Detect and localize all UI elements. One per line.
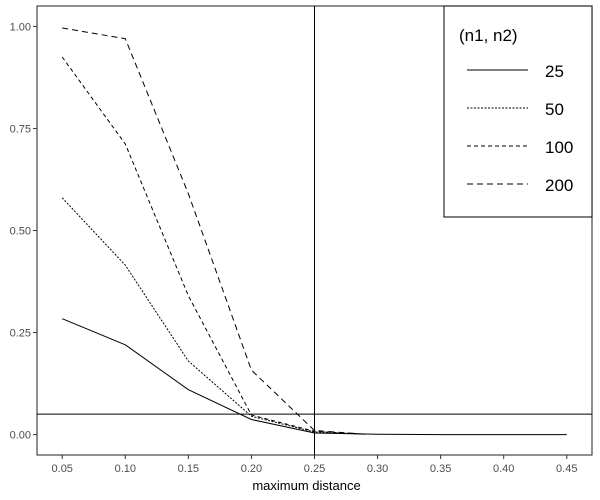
x-tick-label: 0.20 bbox=[241, 463, 262, 475]
x-axis-title: maximum distance bbox=[252, 478, 360, 493]
legend-label-50: 50 bbox=[545, 100, 564, 119]
legend-label-25: 25 bbox=[545, 62, 564, 81]
x-tick-label: 0.10 bbox=[115, 463, 136, 475]
series-line-25 bbox=[62, 318, 567, 436]
series-line-100 bbox=[61, 56, 366, 435]
series-line-200 bbox=[62, 27, 366, 435]
y-tick-label: 0.00 bbox=[10, 430, 31, 442]
x-axis: 0.05 0.10 0.15 0.20 0.25 0.30 0.35 0.40 0.45 bbox=[52, 455, 577, 475]
y-axis: 0.00 0.25 0.50 0.75 1.00 bbox=[10, 21, 37, 442]
x-tick-label: 0.05 bbox=[52, 463, 73, 475]
y-tick-label: 1.00 bbox=[10, 21, 31, 33]
x-tick-label: 0.30 bbox=[367, 463, 388, 475]
x-tick-label: 0.35 bbox=[430, 463, 451, 475]
legend-title: (n1, n2) bbox=[459, 26, 518, 45]
legend: (n1, n2) 25 50 100 200 bbox=[443, 5, 593, 218]
y-tick-label: 0.50 bbox=[10, 226, 31, 238]
x-tick-label: 0.25 bbox=[304, 463, 325, 475]
series-lines bbox=[61, 27, 567, 436]
reference-lines bbox=[37, 6, 592, 455]
y-tick-label: 0.25 bbox=[10, 328, 31, 340]
legend-items: 25 50 100 200 bbox=[467, 62, 573, 195]
y-tick-label: 0.75 bbox=[10, 123, 31, 135]
legend-label-200: 200 bbox=[545, 176, 573, 195]
x-tick-label: 0.40 bbox=[493, 463, 514, 475]
legend-label-100: 100 bbox=[545, 138, 573, 157]
series-line-50 bbox=[61, 197, 366, 435]
legend-box bbox=[443, 5, 593, 218]
x-tick-label: 0.45 bbox=[556, 463, 577, 475]
x-tick-label: 0.15 bbox=[178, 463, 199, 475]
